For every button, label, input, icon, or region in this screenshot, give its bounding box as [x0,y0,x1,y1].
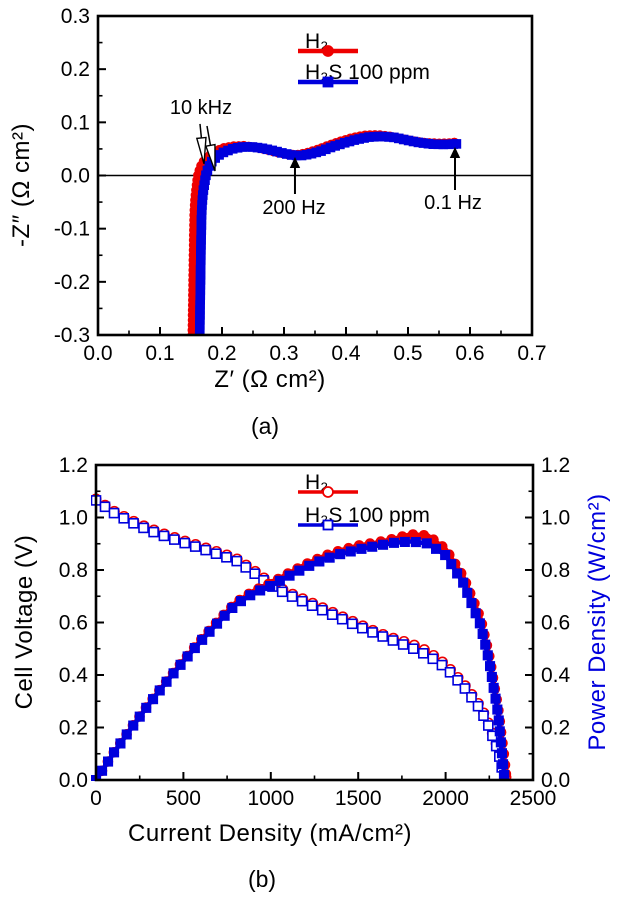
svg-text:0.0: 0.0 [541,769,570,792]
panel-b-right-axis-title: Power Density (W/cm²) [584,493,611,751]
svg-text:0.3: 0.3 [61,5,90,28]
series-group [91,493,512,781]
legend-label-h2s: H₂S 100 ppm [305,504,430,527]
series-h₂-voltage [91,493,512,781]
svg-text:0.8: 0.8 [59,559,88,582]
annotation-200hz: 200 Hz [262,197,326,219]
svg-text:0.5: 0.5 [393,342,422,365]
series-h₂s-100-ppm-power-density [91,536,510,781]
svg-text:0.6: 0.6 [541,612,570,635]
svg-text:0.4: 0.4 [331,342,361,365]
svg-text:0.0: 0.0 [61,165,90,188]
svg-text:1500: 1500 [335,787,382,810]
panel-b-x-axis-title: Current Density (mA/cm²) [127,820,413,847]
svg-text:0.0: 0.0 [83,342,112,365]
svg-text:0.6: 0.6 [455,342,484,365]
legend-label-h2s: H₂S 100 ppm [305,61,430,84]
svg-text:0.4: 0.4 [59,664,89,687]
svg-text:0.3: 0.3 [269,342,298,365]
svg-text:1.0: 1.0 [59,507,88,530]
panel-a-x-axis-title: Z′ (Ω cm²) [214,366,326,393]
panel-b-legend-item-h2: H₂ [296,470,358,498]
svg-text:2000: 2000 [422,787,469,810]
svg-text:-0.3: -0.3 [54,324,90,347]
svg-text:1.0: 1.0 [541,507,570,530]
panel-a-y-axis-title: -Z″ (Ω cm²) [8,123,35,247]
panel-b-left-axis-title: Cell Voltage (V) [11,534,38,710]
svg-text:500: 500 [166,787,201,810]
svg-text:0.7: 0.7 [517,342,546,365]
panel-a-caption: (a) [250,413,280,439]
panel-b-caption: (b) [247,866,277,892]
svg-text:0.4: 0.4 [541,664,571,687]
svg-text:0.0: 0.0 [59,769,88,792]
series-h₂s-100-ppm [194,131,462,336]
series-h₂s-100-ppm-voltage [91,495,510,781]
svg-text:1.2: 1.2 [59,454,88,477]
svg-text:0.1: 0.1 [145,342,174,365]
panel-a-legend-item-h2s: H₂S 100 ppm [296,60,430,88]
legend-label-h2: H₂ [305,471,329,494]
series-group [187,130,462,336]
panel-b-legend-item-h2s: H₂S 100 ppm [296,503,430,531]
legend-label-h2: H₂ [305,30,329,53]
svg-text:0.2: 0.2 [59,717,88,740]
svg-text:1000: 1000 [247,787,294,810]
nyquist-chart-panel-a: 0.0 0.1 0.2 0.3 0.4 0.5 0.6 0.7 0.3 0.2 0.1 0.0 -0.1… [54,5,547,365]
svg-text:0.6: 0.6 [59,612,88,635]
svg-text:0.2: 0.2 [61,58,90,81]
svg-text:1.2: 1.2 [541,454,570,477]
svg-text:0.2: 0.2 [207,342,236,365]
annotation-0p1hz: 0.1 Hz [424,192,482,214]
svg-text:2500: 2500 [510,787,557,810]
svg-text:0: 0 [90,787,102,810]
svg-text:0.2: 0.2 [541,717,570,740]
svg-text:0.1: 0.1 [61,111,90,134]
svg-text:-0.2: -0.2 [54,271,90,294]
series-h₂ [187,130,460,336]
polarization-chart-panel-b: 0 500 1000 1500 2000 25000.00.20.40.60.81.01.… [59,454,571,810]
svg-text:0.8: 0.8 [541,559,570,582]
panel-a-legend-item-h2: H₂ [296,29,358,57]
annotation-10khz: 10 kHz [169,97,233,119]
svg-text:-0.1: -0.1 [54,218,90,241]
